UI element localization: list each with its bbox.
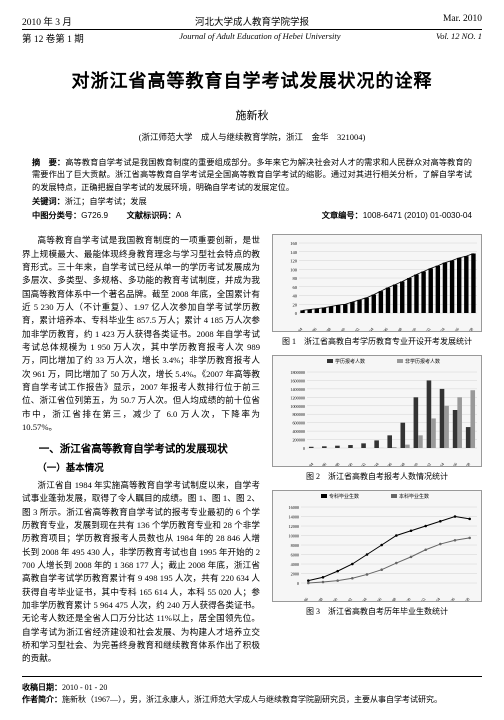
svg-text:100: 100 xyxy=(290,268,298,273)
clc-label: 中图分类号： xyxy=(32,211,81,220)
author-bio-label: 作者简介： xyxy=(22,695,62,704)
svg-text:400000: 400000 xyxy=(292,430,305,435)
svg-text:非学历报考人数: 非学历报考人数 xyxy=(405,358,440,365)
doccode-label: 文献标识码： xyxy=(127,211,176,220)
recv-label: 收稿日期： xyxy=(22,683,62,692)
svg-text:1600000: 1600000 xyxy=(290,379,305,384)
article-id-value: 1008-6471 (2010) 01-0030-04 xyxy=(363,211,472,220)
svg-text:800000: 800000 xyxy=(292,413,305,418)
paper-title: 对浙江省高等教育自学考试发展状况的诠释 xyxy=(22,67,482,93)
clc-value: G726.9 xyxy=(81,211,108,220)
author-bio: 施新秋（1967—），男，浙江永康人，浙江师范大学成人与继续教育学院副研究员，主… xyxy=(62,695,442,704)
keywords: 关键词：浙江；自学考试；发展 xyxy=(32,196,472,208)
journal-subheader: 第 12 卷第 1 期 Journal of Adult Education o… xyxy=(22,30,482,45)
svg-text:4000: 4000 xyxy=(291,562,299,567)
svg-text:2000: 2000 xyxy=(291,572,299,577)
abstract: 摘 要：高等教育自学考试是我国教育制度的重要组成部分。多年来它为解决社会对人才的… xyxy=(32,157,472,194)
svg-text:0: 0 xyxy=(303,446,305,451)
svg-text:40: 40 xyxy=(293,294,298,299)
body-column: 高等教育自学考试是我国教育制度的一项重要创新，是世界上规模最大、最能体现终身教育… xyxy=(22,234,260,665)
classification-line: 中图分类号：G726.9 文献标识码：A 文章编号：1008-6471 (201… xyxy=(32,210,472,222)
svg-text:120: 120 xyxy=(290,259,298,264)
intro-para: 高等教育自学考试是我国教育制度的一项重要创新，是世界上规模最大、最能体现终身教育… xyxy=(22,234,260,434)
abstract-text: 高等教育自学考试是我国教育制度的重要组成部分。多年来它为解决社会对人才的需求和人… xyxy=(32,158,472,192)
svg-text:14000: 14000 xyxy=(289,515,299,520)
chart-3-caption: 图 3 浙江省高教自考历年毕业生数统计 xyxy=(272,606,482,617)
author-name: 施新秋 xyxy=(22,107,482,123)
svg-text:1200000: 1200000 xyxy=(290,396,305,401)
footer-block: 收稿日期：2010 - 01 - 20 作者简介：施新秋（1967—），男，浙江… xyxy=(22,676,482,705)
chart-2-caption: 图 2 浙江省高教自考报考人数情况统计 xyxy=(272,471,482,482)
svg-text:1000000: 1000000 xyxy=(290,404,305,409)
svg-text:6000: 6000 xyxy=(291,553,299,558)
doccode-value: A xyxy=(176,211,181,220)
journal-name-cn: 河北大学成人教育学院学报 xyxy=(112,14,392,28)
svg-text:20: 20 xyxy=(293,303,298,308)
svg-text:1800000: 1800000 xyxy=(290,370,305,375)
journal-name-en: Journal of Adult Education of Hebei Univ… xyxy=(179,31,340,45)
abstract-label: 摘 要： xyxy=(32,158,65,167)
svg-text:8000: 8000 xyxy=(291,543,299,548)
article-id-label: 文章编号： xyxy=(322,211,363,220)
svg-text:12000: 12000 xyxy=(289,524,299,529)
journal-header: 2010 年 3 月 河北大学成人教育学院学报 Mar. 2010 xyxy=(22,14,482,30)
recv-date: 2010 - 01 - 20 xyxy=(62,683,107,692)
svg-text:1400000: 1400000 xyxy=(290,387,305,392)
svg-text:本科毕业生数: 本科毕业生数 xyxy=(399,493,429,500)
svg-text:80: 80 xyxy=(293,276,298,281)
header-issue-en: Vol. 12 NO. 1 xyxy=(436,31,482,45)
header-date-cn: 2010 年 3 月 xyxy=(22,14,112,28)
svg-text:60: 60 xyxy=(293,285,298,290)
svg-text:200000: 200000 xyxy=(292,438,305,443)
svg-text:160: 160 xyxy=(290,241,298,246)
svg-text:10000: 10000 xyxy=(289,534,299,539)
chart-3: 专科毕业生数 本科毕业生数 0 2000 4000 6000 8000 10000 12000 1… xyxy=(272,490,482,602)
chart-1-caption: 图 1 浙江省高教自考学历教育专业开设开考发展统计 xyxy=(272,336,482,347)
header-date-en: Mar. 2010 xyxy=(392,14,482,24)
header-issue-cn: 第 12 卷第 1 期 xyxy=(22,31,84,45)
chart-1: 0204060801001201401601984198619881990199… xyxy=(272,234,482,332)
author-affiliation: (浙江师范大学 成人与继续教育学院，浙江 金华 321004) xyxy=(22,131,482,143)
keywords-text: 浙江；自学考试；发展 xyxy=(65,197,147,206)
svg-text:0: 0 xyxy=(297,581,299,586)
keywords-label: 关键词： xyxy=(32,197,65,206)
svg-text:学历报考人数: 学历报考人数 xyxy=(335,358,365,365)
svg-text:600000: 600000 xyxy=(292,421,305,426)
chart-2: 学历报考人数 非学历报考人数 0 200000 400000 600000 800000 10… xyxy=(272,355,482,467)
section1-para1: 浙江省自 1984 年实施高等教育自学考试制度以来，自学考试事业蓬勃发展，取得了… xyxy=(22,479,260,665)
section1-sub1-heading: （一）基本情况 xyxy=(22,462,260,477)
section1-heading: 一、浙江省高等教育自学考试的发展现状 xyxy=(22,442,260,458)
svg-text:专科毕业生数: 专科毕业生数 xyxy=(329,493,359,500)
svg-text:140: 140 xyxy=(290,250,298,255)
charts-column: 0204060801001201401601984198619881990199… xyxy=(272,234,482,665)
svg-text:16000: 16000 xyxy=(289,505,299,510)
